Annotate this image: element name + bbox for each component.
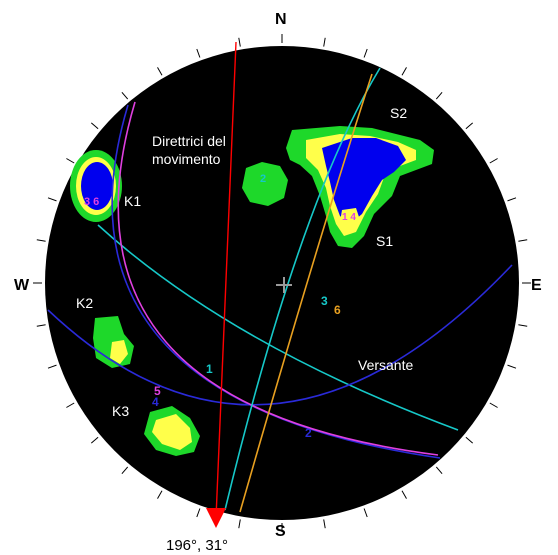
net-circle <box>45 46 519 520</box>
movement-direction-line <box>215 41 237 519</box>
degree-tick <box>401 67 407 76</box>
movement-title-line1: Direttrici del <box>152 133 226 149</box>
great-circle-6 <box>239 73 373 513</box>
degree-tick <box>196 508 201 518</box>
degree-tick <box>90 436 99 444</box>
direction-readout: 196°, 31° <box>166 537 228 554</box>
center-cross <box>276 277 292 293</box>
degree-tick <box>518 324 528 327</box>
great-circle-5 <box>117 101 439 456</box>
contour-cluster-center <box>242 162 288 206</box>
degree-tick <box>323 37 326 47</box>
degree-tick <box>196 48 201 58</box>
k3-label: K3 <box>112 403 129 419</box>
plane-number-5: 5 <box>154 384 161 398</box>
degree-tick <box>36 324 46 327</box>
degree-tick <box>401 490 407 499</box>
contour-cluster-k3 <box>144 406 200 456</box>
great-circle-3 <box>224 67 381 511</box>
south-label: S <box>275 523 286 540</box>
center-cluster-number: 2 <box>260 173 266 185</box>
plane-number-6: 6 <box>334 303 341 317</box>
west-label: W <box>14 277 30 294</box>
degree-tick <box>465 122 474 130</box>
degree-tick <box>90 122 99 130</box>
k2-label: K2 <box>76 295 93 311</box>
degree-tick <box>507 364 517 369</box>
movement-direction-arrowhead <box>206 508 226 528</box>
degree-tick <box>121 466 129 475</box>
degree-tick <box>323 519 326 529</box>
degree-tick <box>238 519 241 529</box>
great-circle-1 <box>97 224 459 431</box>
degree-tick <box>36 239 46 242</box>
degree-tick <box>238 37 241 47</box>
degree-tick <box>489 402 498 408</box>
versante-label: Versante <box>358 357 413 373</box>
degree-tick <box>157 67 163 76</box>
plane-number-4: 4 <box>152 395 159 409</box>
plane-markers: 1 2 3 4 5 6 <box>152 294 341 440</box>
s1-cluster-numbers: 1 4 <box>342 212 356 223</box>
plane-number-1: 1 <box>206 362 213 376</box>
s1-label: S1 <box>376 233 393 249</box>
k1-cluster-numbers: 3 6 <box>84 196 99 208</box>
north-label: N <box>275 11 287 28</box>
degree-tick <box>47 364 57 369</box>
degree-tick <box>507 197 517 202</box>
s2-label: S2 <box>390 105 407 121</box>
plane-number-2: 2 <box>305 426 312 440</box>
degree-tick <box>435 466 443 475</box>
degree-tick <box>66 158 75 164</box>
degree-tick <box>489 158 498 164</box>
plane-number-3: 3 <box>321 294 328 308</box>
degree-tick <box>518 239 528 242</box>
contour-cluster-k1 <box>70 150 122 222</box>
degree-tick <box>363 508 368 518</box>
degree-ticks <box>33 34 531 532</box>
movement-title-line2: movimento <box>152 151 221 167</box>
degree-tick <box>363 48 368 58</box>
degree-tick <box>435 91 443 100</box>
east-label: E <box>531 277 542 294</box>
degree-tick <box>66 402 75 408</box>
k1-label: K1 <box>124 193 141 209</box>
degree-tick <box>121 91 129 100</box>
degree-tick <box>465 436 474 444</box>
great-circle-2 <box>47 264 513 406</box>
degree-tick <box>157 490 163 499</box>
great-circle-4 <box>111 104 441 459</box>
degree-tick <box>47 197 57 202</box>
